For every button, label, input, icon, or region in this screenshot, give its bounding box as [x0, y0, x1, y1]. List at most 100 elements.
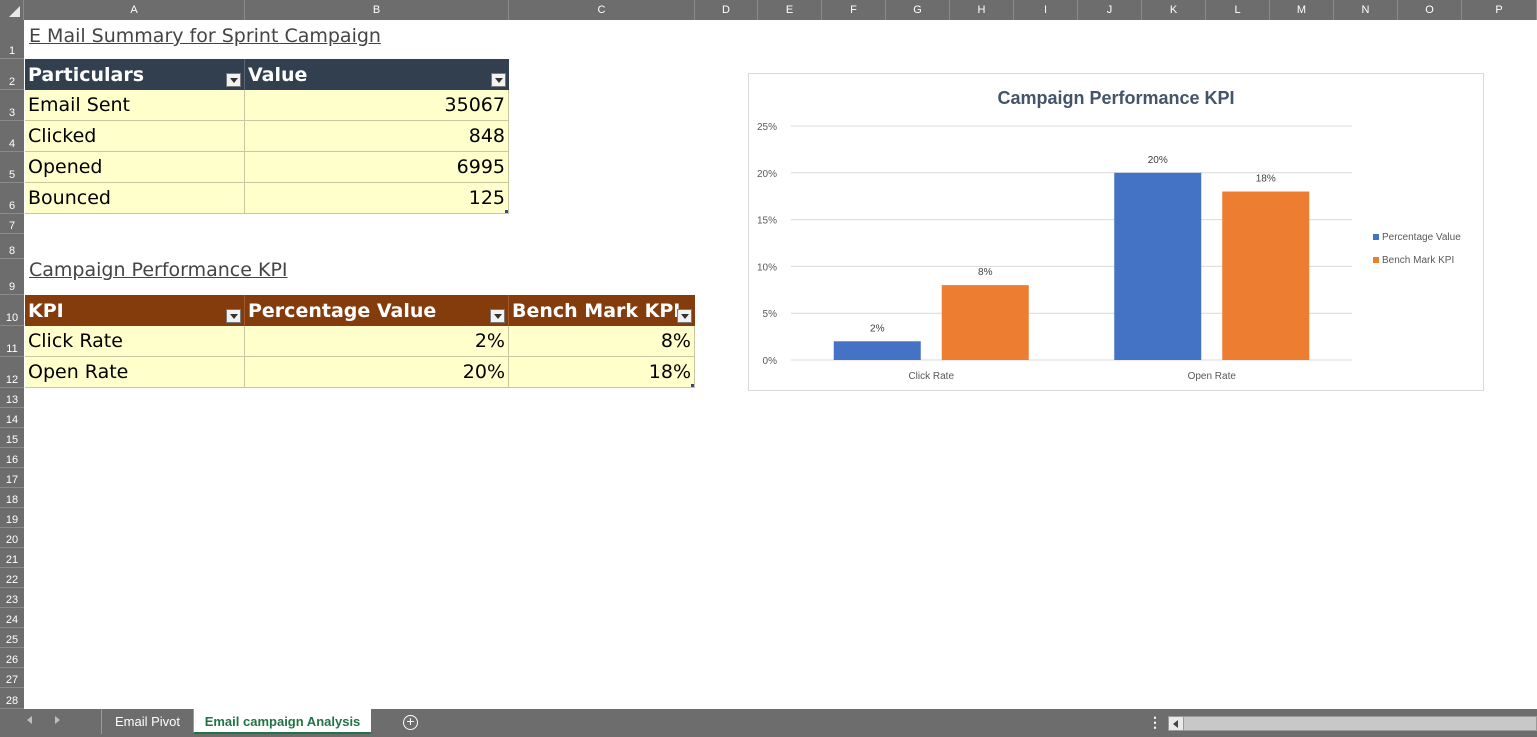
table-cell[interactable]: 20% — [245, 357, 509, 388]
table-cell[interactable]: 35067 — [245, 90, 509, 121]
row-header-13[interactable]: 13 — [0, 388, 24, 408]
filter-dropdown-icon[interactable] — [226, 73, 241, 87]
sheet-tab-email-pivot[interactable]: Email Pivot — [101, 709, 193, 734]
table-cell[interactable]: Email Sent — [25, 90, 245, 121]
legend-swatch — [1373, 234, 1379, 240]
filter-dropdown-icon[interactable] — [491, 73, 506, 87]
x-tick-label: Open Rate — [1188, 371, 1237, 382]
table-cell[interactable]: Open Rate — [25, 357, 245, 388]
column-header-a[interactable]: A — [24, 0, 245, 20]
column-header-f[interactable]: F — [822, 0, 886, 20]
row-header-3[interactable]: 3 — [0, 90, 24, 121]
y-tick-label: 10% — [757, 262, 777, 273]
row-header-10[interactable]: 10 — [0, 295, 24, 326]
row-header-12[interactable]: 12 — [0, 357, 24, 388]
row-header-21[interactable]: 21 — [0, 548, 24, 568]
header-particulars[interactable]: Particulars — [25, 59, 245, 90]
select-all-icon — [9, 6, 20, 17]
row-header-9[interactable]: 9 — [0, 259, 24, 295]
table-resize-handle[interactable] — [691, 384, 694, 387]
row-header-6[interactable]: 6 — [0, 183, 24, 214]
header-value[interactable]: Value — [245, 59, 509, 90]
column-header-l[interactable]: L — [1206, 0, 1270, 20]
table-cell[interactable]: Bounced — [25, 183, 245, 214]
bar-bench-mark-kpi — [941, 285, 1029, 360]
row-header-19[interactable]: 19 — [0, 508, 24, 528]
table-cell[interactable]: 6995 — [245, 152, 509, 183]
header-kpi[interactable]: KPI — [25, 295, 245, 326]
row-header-22[interactable]: 22 — [0, 568, 24, 588]
sheet-tab-bar: Email Pivot Email campaign Analysis + ⋮ — [0, 709, 1537, 737]
column-header-p[interactable]: P — [1462, 0, 1537, 20]
column-header-g[interactable]: G — [886, 0, 950, 20]
row-header-17[interactable]: 17 — [0, 468, 24, 488]
row-header-24[interactable]: 24 — [0, 608, 24, 628]
prev-sheet-icon[interactable] — [27, 716, 32, 724]
column-header-i[interactable]: I — [1014, 0, 1078, 20]
row-header-26[interactable]: 26 — [0, 648, 24, 668]
column-header-n[interactable]: N — [1334, 0, 1398, 20]
scroll-left-icon[interactable] — [1169, 717, 1184, 730]
header-bench-mark-kpi[interactable]: Bench Mark KPI — [509, 295, 695, 326]
row-header-4[interactable]: 4 — [0, 121, 24, 152]
y-tick-label: 0% — [763, 356, 778, 367]
row-header-27[interactable]: 27 — [0, 668, 24, 688]
bar-bench-mark-kpi — [1222, 191, 1310, 360]
row-header-25[interactable]: 25 — [0, 628, 24, 648]
row-header-20[interactable]: 20 — [0, 528, 24, 548]
column-header-c[interactable]: C — [509, 0, 695, 20]
row-header-16[interactable]: 16 — [0, 448, 24, 468]
table-cell[interactable]: Clicked — [25, 121, 245, 152]
table-resize-handle[interactable] — [505, 210, 508, 213]
column-header-d[interactable]: D — [695, 0, 758, 20]
filter-dropdown-icon[interactable] — [490, 309, 505, 323]
data-label: 2% — [870, 323, 885, 334]
row-header-2[interactable]: 2 — [0, 59, 24, 90]
column-header-k[interactable]: K — [1142, 0, 1206, 20]
row-header-15[interactable]: 15 — [0, 428, 24, 448]
select-all-corner[interactable] — [0, 0, 24, 20]
column-header-j[interactable]: J — [1078, 0, 1142, 20]
table-cell[interactable]: Opened — [25, 152, 245, 183]
column-header-e[interactable]: E — [758, 0, 822, 20]
data-label: 20% — [1148, 155, 1168, 166]
filter-dropdown-icon[interactable] — [677, 309, 692, 323]
sheet-tab-email-campaign-analysis[interactable]: Email campaign Analysis — [193, 709, 371, 734]
row-header-28[interactable]: 28 — [0, 688, 24, 709]
horizontal-scrollbar[interactable] — [1168, 716, 1537, 731]
table-cell[interactable]: 2% — [245, 326, 509, 357]
row-header-18[interactable]: 18 — [0, 488, 24, 508]
email-summary-title[interactable]: E Mail Summary for Sprint Campaign — [29, 25, 381, 47]
y-tick-label: 5% — [763, 309, 778, 320]
legend-entry: Percentage Value — [1382, 232, 1461, 243]
table-cell[interactable]: Click Rate — [25, 326, 245, 357]
row-header-14[interactable]: 14 — [0, 408, 24, 428]
filter-dropdown-icon[interactable] — [226, 309, 241, 323]
column-header-o[interactable]: O — [1398, 0, 1462, 20]
column-header-b[interactable]: B — [245, 0, 509, 20]
row-header-7[interactable]: 7 — [0, 214, 24, 234]
y-tick-label: 25% — [757, 122, 777, 133]
next-sheet-icon[interactable] — [55, 716, 60, 724]
row-header-5[interactable]: 5 — [0, 152, 24, 183]
row-header-8[interactable]: 8 — [0, 234, 24, 259]
table-cell[interactable]: 18% — [509, 357, 695, 388]
table-cell[interactable]: 848 — [245, 121, 509, 152]
more-options-icon[interactable]: ⋮ — [1148, 714, 1162, 730]
data-label: 18% — [1256, 174, 1276, 185]
column-header-row — [0, 0, 1537, 20]
kpi-table-title[interactable]: Campaign Performance KPI — [29, 259, 288, 281]
row-header-23[interactable]: 23 — [0, 588, 24, 608]
header-kpi-label: KPI — [28, 299, 64, 322]
column-header-h[interactable]: H — [950, 0, 1014, 20]
table-cell[interactable]: 8% — [509, 326, 695, 357]
column-header-m[interactable]: M — [1270, 0, 1334, 20]
kpi-chart-svg: Campaign Performance KPI 0% 5% 10% 15% 20% 25%… — [757, 88, 1461, 382]
header-percentage-value[interactable]: Percentage Value — [245, 295, 509, 326]
bar-percentage-value — [1114, 172, 1202, 360]
row-header-11[interactable]: 11 — [0, 326, 24, 357]
add-sheet-button[interactable]: + — [403, 714, 418, 730]
row-header-1[interactable]: 1 — [0, 20, 24, 59]
kpi-chart[interactable]: Campaign Performance KPI 0% 5% 10% 15% 20% 25%… — [748, 73, 1484, 391]
table-cell[interactable]: 125 — [245, 183, 509, 214]
